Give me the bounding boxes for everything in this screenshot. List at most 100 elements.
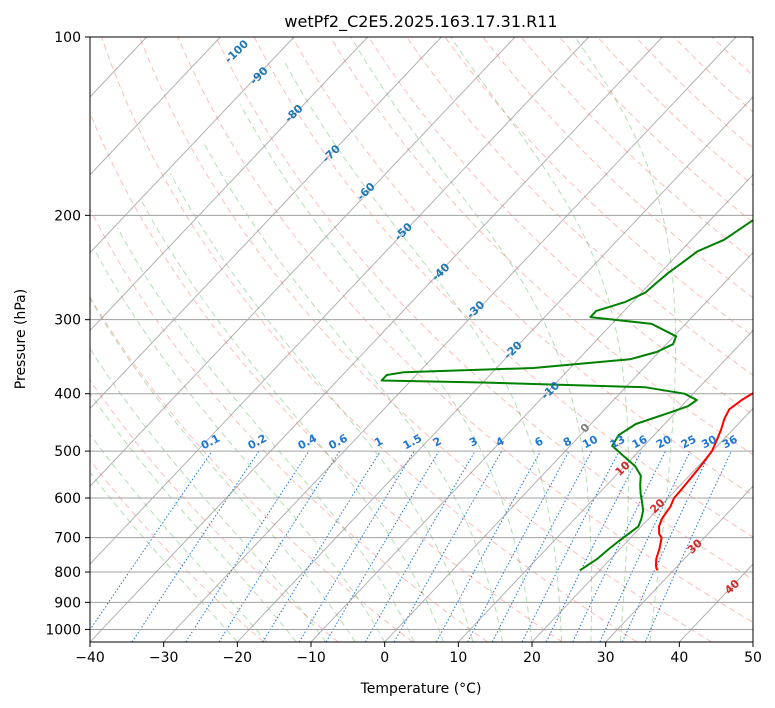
mixing-ratio-label: 36 [720,433,740,452]
moist-adiabat-line [239,104,533,642]
isotherm-line [752,641,753,642]
isotherm-label: -10 [539,379,563,402]
isotherm-line [605,485,753,642]
isotherm-line [90,37,516,487]
isotherm-line [90,37,369,332]
dry-adiabat-line [90,379,339,642]
dry-adiabat-line [520,37,753,261]
isotherm-label: -80 [282,102,306,125]
dry-adiabat-line [139,37,712,642]
isotherm-line [531,407,753,642]
mixing-ratio-label: 20 [654,433,674,452]
mixing-ratio-line [90,450,213,631]
isotherm-line [310,174,753,642]
dry-adiabat-line [90,111,563,642]
mixing-ratio-line [364,450,476,642]
mixing-ratio-label: 0.1 [199,432,222,453]
y-tick-label: 800 [54,565,81,581]
isotherm-line [90,37,590,565]
mixing-ratio-label: 3 [467,434,480,449]
dry-adiabat-line [597,37,753,186]
isotherm-label: -100 [222,37,251,66]
mixing-ratio-label: 25 [679,433,699,452]
isotherm-line [163,37,737,642]
moist-adiabat-line [169,173,474,642]
isotherm-line [90,37,295,254]
mixing-ratio-line [185,450,310,642]
axis-layer: −40 −30 −20 −10 0 10 20 30 40 5010020030040050060… [45,30,762,666]
dry-adiabat-line [291,37,753,497]
moist-adiabat-line [90,297,356,642]
x-tick-label: 10 [449,650,467,666]
dry-adiabat-line [90,459,264,642]
mixing-ratio-label: 10 [580,432,600,451]
dewpoint-profile-line [380,219,753,572]
mixing-ratio-label: 6 [533,434,546,449]
mixing-ratio-line [325,450,440,642]
dry-adiabat-line [368,37,753,416]
x-tick-label: −40 [75,650,105,666]
dry-adiabat-line [330,37,753,456]
y-tick-label: 300 [54,313,81,329]
moist-adiabat-line [283,61,562,642]
x-tick-label: −30 [149,650,179,666]
mixing-ratio-line [545,450,642,642]
dry-adiabat-line [635,37,753,149]
x-axis-label: Temperature (°C) [360,681,482,697]
isotherm-label: -90 [247,64,271,87]
chart-title: wetPf2_C2E5.2025.163.17.31.R11 [284,12,557,32]
moist-adiabat-line [94,251,386,642]
moist-adiabat-line [574,37,676,642]
dry-adiabat-line [90,208,488,642]
mixing-ratio-line [218,450,341,642]
moist-adiabat-line [90,347,327,642]
mixing-ratio-line [262,450,381,642]
y-tick-label: 400 [54,387,81,403]
y-tick-label: 200 [54,208,81,224]
dry-adiabat-line [749,37,753,41]
isotherm-line [90,37,663,642]
mixing-ratio-line [467,450,570,642]
isotherm-line [90,37,221,176]
y-tick-label: 700 [54,531,81,547]
dry-adiabat-line [482,37,753,299]
plot-frame [89,36,754,643]
dry-adiabat-line [101,37,638,642]
x-tick-label: −20 [223,650,253,666]
grid-layer [90,37,753,642]
y-tick-label: 900 [54,595,81,611]
dry-adiabat-line [444,37,753,337]
dry-adiabat-line [215,37,753,580]
mixing-ratio-line [131,450,260,642]
y-tick-label: 600 [54,491,81,507]
dry-adiabat-line [559,37,753,223]
y-tick-label: 1000 [45,622,81,638]
mixing-ratio-label: 1 [372,434,385,449]
y-tick-label: 100 [54,30,81,46]
x-tick-label: 30 [597,650,615,666]
mixing-ratio-line [435,450,542,642]
moist-adiabat-line [90,392,297,642]
mixing-ratio-line [393,450,503,642]
moist-adiabat-line [450,37,629,642]
dry-adiabat-line [90,296,414,642]
y-axis-label: Pressure (hPa) [13,289,29,389]
mixing-ratio-line [298,450,415,642]
moist-adiabat-line [202,141,503,642]
dry-adiabat-line [711,37,753,77]
temperature-profile-line [654,391,753,571]
y-tick-label: 500 [54,444,81,460]
mixing-ratio-label: 30 [699,433,719,452]
x-tick-label: 40 [670,650,688,666]
dry-adiabat-line [177,37,753,623]
isotherm-line [384,251,753,642]
mixing-ratio-line [572,450,666,642]
moist-adiabat-line [116,227,415,642]
mixing-ratio-line [599,450,691,642]
mixing-ratio-line [621,450,712,642]
moist-adiabat-line [90,471,238,642]
x-tick-label: −10 [296,650,326,666]
mixing-ratio-label: 1.5 [401,432,424,453]
